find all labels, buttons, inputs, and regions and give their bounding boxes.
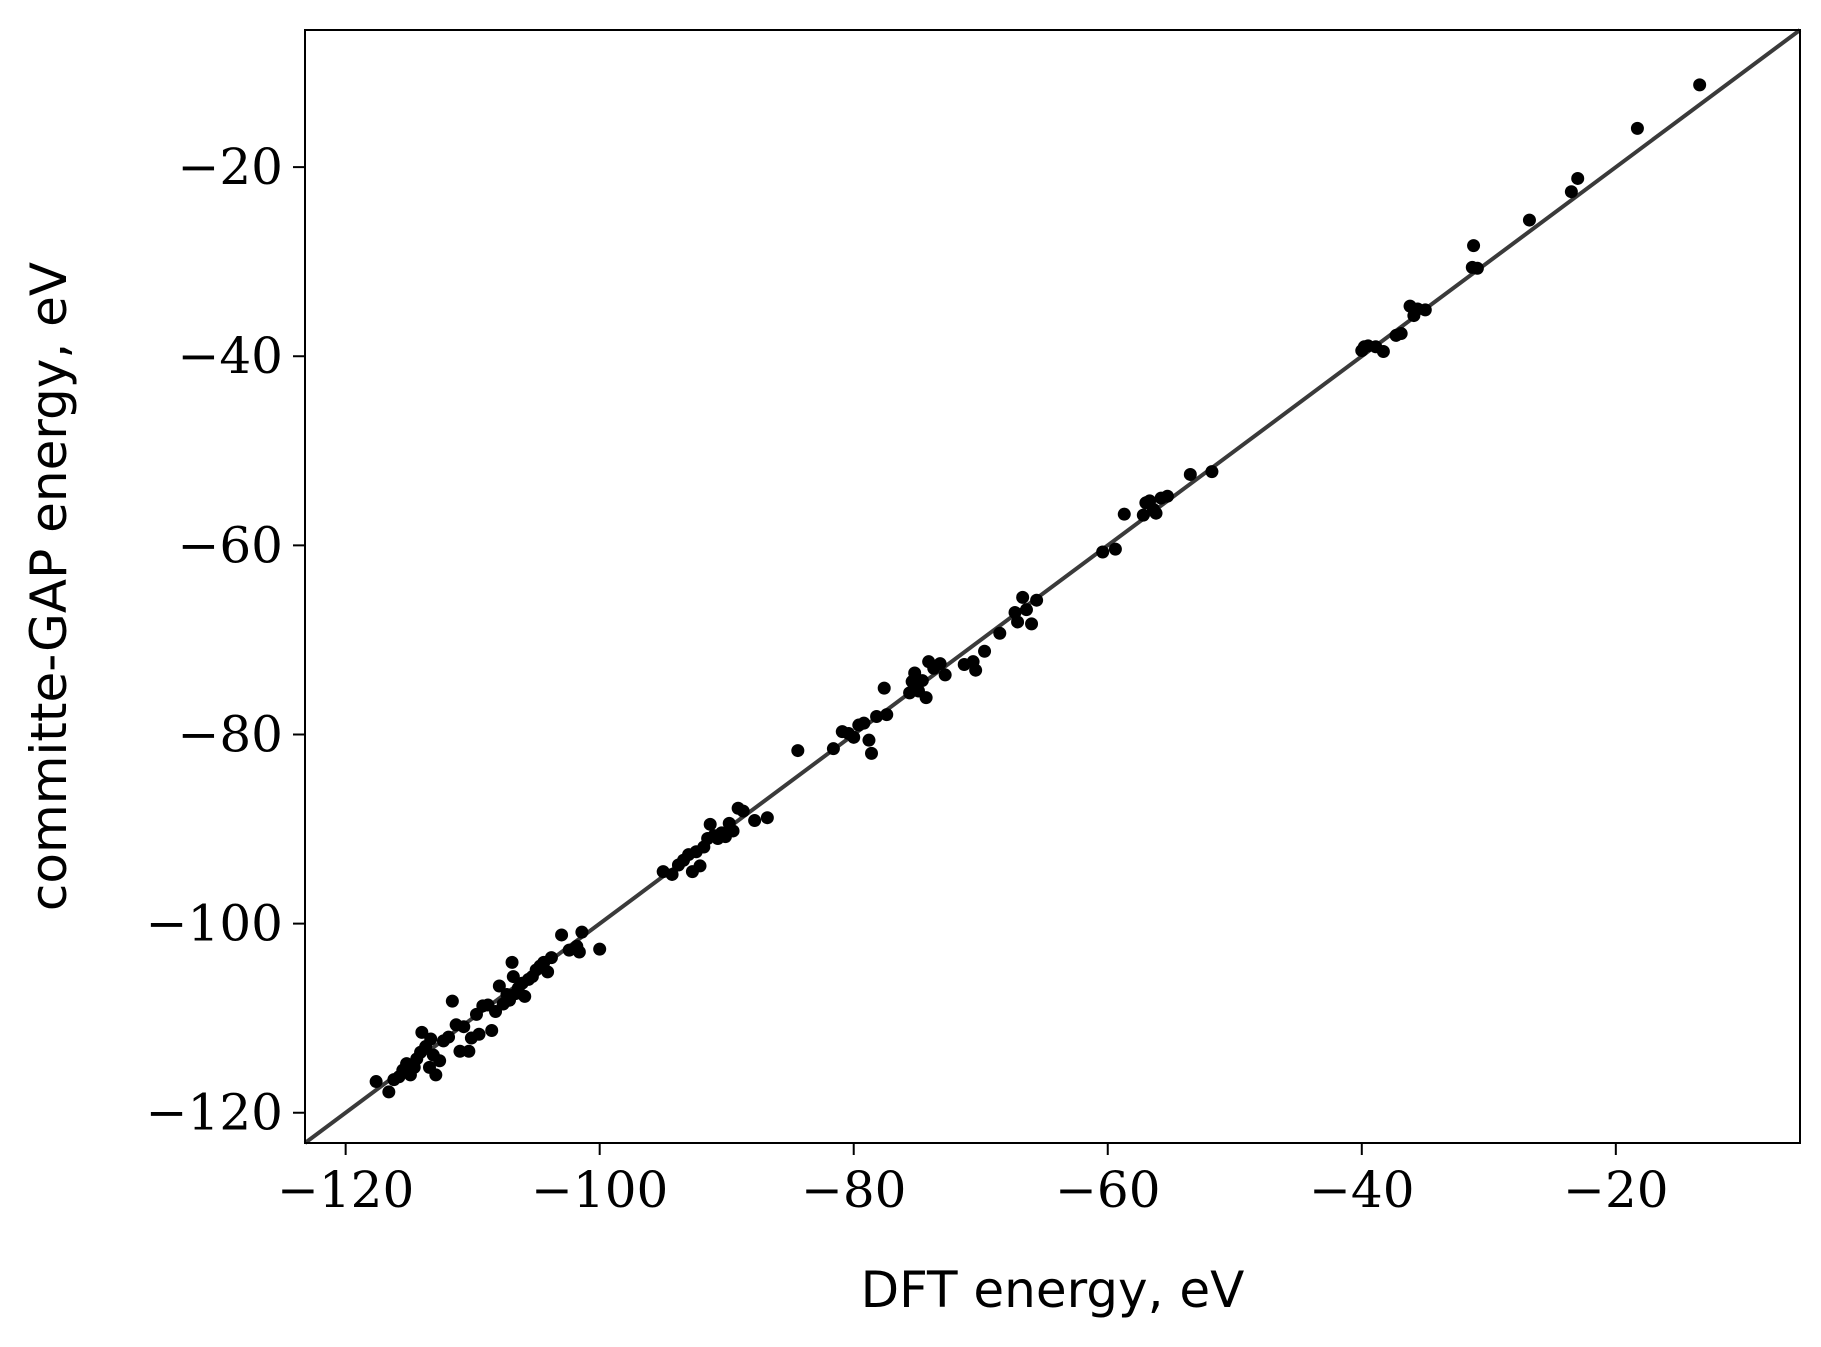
data-point: [748, 814, 762, 828]
y-tick-label: −80: [177, 705, 283, 763]
data-point: [1016, 590, 1030, 604]
y-tick-label: −40: [177, 327, 283, 385]
data-point: [541, 965, 555, 979]
data-point: [1096, 545, 1110, 559]
data-point: [1522, 213, 1536, 227]
data-point: [978, 644, 992, 658]
data-point: [1394, 327, 1408, 341]
y-axis-label: committe-GAP energy, eV: [20, 262, 78, 911]
data-point: [919, 691, 933, 705]
data-point: [555, 928, 569, 942]
data-point: [1025, 617, 1039, 631]
data-point: [415, 1025, 429, 1039]
data-point: [938, 668, 952, 682]
x-tick-label: −100: [531, 1161, 668, 1219]
data-point: [457, 1020, 471, 1034]
x-axis-label: DFT energy, eV: [861, 1261, 1245, 1319]
data-point: [1136, 508, 1150, 522]
data-point: [518, 989, 532, 1003]
data-point: [453, 1044, 467, 1058]
data-point: [572, 945, 586, 959]
data-point: [847, 730, 861, 744]
data-point: [506, 970, 520, 984]
data-point: [1117, 507, 1131, 521]
data-point: [857, 716, 871, 730]
data-point: [1183, 467, 1197, 481]
y-tick-label: −20: [177, 138, 283, 196]
data-point: [826, 742, 840, 756]
data-point: [1630, 121, 1644, 135]
data-point: [862, 733, 876, 747]
data-point: [462, 1044, 476, 1058]
x-axis: −120 −100 −80 −60 −40 −20: [277, 1143, 1669, 1219]
data-point: [864, 746, 878, 760]
data-point: [505, 955, 519, 969]
data-point: [1571, 171, 1585, 185]
data-point: [492, 979, 506, 993]
data-point: [593, 942, 607, 956]
data-point: [665, 867, 679, 881]
data-points: [369, 78, 1707, 1099]
x-tick-label: −20: [1563, 1161, 1669, 1219]
x-tick-label: −80: [801, 1161, 907, 1219]
data-point: [544, 951, 558, 965]
data-point: [726, 824, 740, 838]
data-point: [485, 1023, 499, 1037]
data-point: [1019, 603, 1033, 617]
x-tick-label: −40: [1309, 1161, 1415, 1219]
axes-frame: [304, 29, 1801, 1144]
x-tick-label: −60: [1055, 1161, 1161, 1219]
data-point: [693, 859, 707, 873]
data-point: [1108, 542, 1122, 556]
data-point: [1693, 78, 1707, 92]
data-point: [1149, 506, 1163, 520]
data-point: [1564, 185, 1578, 199]
y-axis: −120 −100 −80 −60 −40 −20: [146, 138, 305, 1142]
data-point: [1011, 615, 1025, 629]
x-tick-label: −120: [277, 1161, 414, 1219]
data-point: [369, 1075, 383, 1089]
data-point: [1205, 465, 1219, 479]
data-point: [880, 708, 894, 722]
data-point: [1467, 239, 1481, 253]
data-point: [424, 1032, 438, 1046]
data-point: [933, 657, 947, 671]
data-point: [870, 710, 884, 724]
data-point: [703, 817, 717, 831]
data-point: [429, 1068, 443, 1082]
data-point: [445, 994, 459, 1008]
data-point: [915, 674, 929, 688]
data-point: [433, 1054, 447, 1068]
data-point: [736, 804, 750, 818]
y-tick-label: −60: [177, 516, 283, 574]
data-point: [472, 1027, 486, 1041]
data-point: [1160, 489, 1174, 503]
data-point: [1470, 261, 1484, 275]
data-point: [442, 1030, 456, 1044]
data-point: [1418, 303, 1432, 317]
data-point: [791, 744, 805, 758]
y-tick-label: −120: [146, 1084, 283, 1142]
y-tick-label: −100: [146, 895, 283, 953]
data-point: [969, 663, 983, 677]
data-point: [877, 681, 891, 695]
data-point: [760, 811, 774, 825]
data-point: [1030, 593, 1044, 607]
data-point: [382, 1085, 396, 1099]
data-point: [1376, 345, 1390, 359]
data-point: [993, 626, 1007, 640]
data-point: [575, 925, 589, 939]
